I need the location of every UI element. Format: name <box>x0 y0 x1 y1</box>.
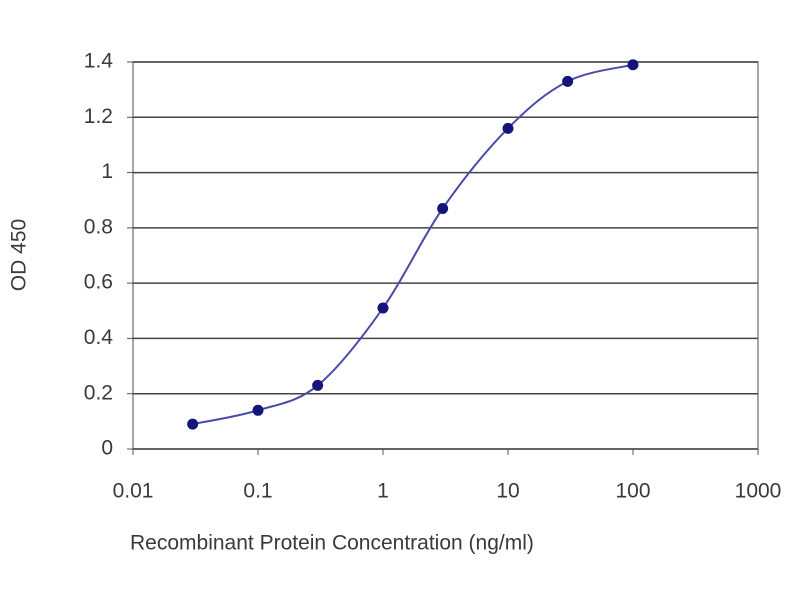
y-tick-label: 0 <box>101 437 113 460</box>
x-tick-label: 1000 <box>735 480 782 503</box>
x-tick-label: 1 <box>377 480 389 503</box>
fit-curve <box>192 63 634 426</box>
x-axis-label: Recombinant Protein Concentration (ng/ml… <box>130 532 534 555</box>
y-tick-label: 0.8 <box>84 215 113 238</box>
data-point <box>187 418 199 430</box>
data-point <box>252 404 264 416</box>
plot-area <box>132 61 759 450</box>
y-tick-label: 1.4 <box>84 50 114 73</box>
y-tick-label: 0.2 <box>84 381 113 404</box>
data-point <box>437 203 449 215</box>
data-point <box>312 379 324 391</box>
x-tick-label: 100 <box>615 480 650 503</box>
y-tick-label: 0.4 <box>84 326 114 349</box>
y-tick-label: 0.6 <box>84 271 113 294</box>
x-tick-label: 10 <box>496 480 519 503</box>
y-tick-label: 1.2 <box>84 105 113 128</box>
data-point <box>562 75 574 87</box>
y-tick-label: 1 <box>101 160 113 183</box>
data-point <box>377 302 389 314</box>
x-tick-label: 0.01 <box>113 480 154 503</box>
data-point <box>502 122 514 134</box>
y-axis-label: OD 450 <box>8 219 31 291</box>
x-tick-label: 0.1 <box>243 480 272 503</box>
data-point <box>627 59 639 71</box>
